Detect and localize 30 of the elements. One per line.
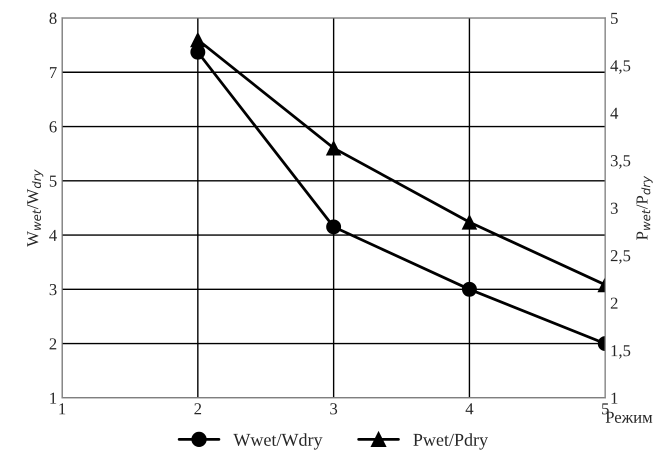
x-tick-label: 2: [194, 403, 202, 414]
x-tick-label: 4: [466, 403, 474, 414]
legend-label: Pwet/Pdry: [413, 433, 488, 450]
x-tick-label: 3: [330, 403, 338, 414]
y-tick-label: 1: [50, 392, 56, 404]
y2-tick-label: 3,5: [610, 155, 630, 169]
y2-tick-label: 4,5: [610, 60, 630, 74]
y2-tick-label: 3: [610, 202, 618, 214]
y2-tick-label: 2: [610, 298, 618, 309]
point: [462, 282, 477, 297]
y-tick-label: 2: [50, 338, 56, 350]
point: [462, 214, 477, 230]
x-tick-label: 1: [59, 403, 66, 414]
y-tick-label: 6: [50, 121, 57, 132]
y-tick-label: 5: [50, 176, 57, 187]
y2-tick-label: 1: [612, 392, 618, 404]
point: [326, 140, 342, 156]
y2-tick-label: 2,5: [610, 250, 630, 264]
y2-tick-label: 4: [610, 108, 618, 119]
y-tick-label: 4: [49, 230, 57, 241]
y2-axis-title: P$_{wet}$/P$_{dry}$: [636, 176, 653, 240]
y-tick-label: 7: [50, 67, 57, 78]
legend-label: Wwet/Wdry: [233, 433, 323, 450]
y-tick-label: 3: [50, 284, 57, 296]
point: [326, 219, 342, 234]
y-axis-title: W$_{wet}$/W$_{dry}$: [27, 169, 44, 247]
y2-tick-label: 1,5: [612, 345, 630, 359]
y2-tick-label: 5: [611, 12, 618, 24]
point: [190, 32, 206, 48]
y-tick-label: 8: [49, 12, 57, 24]
